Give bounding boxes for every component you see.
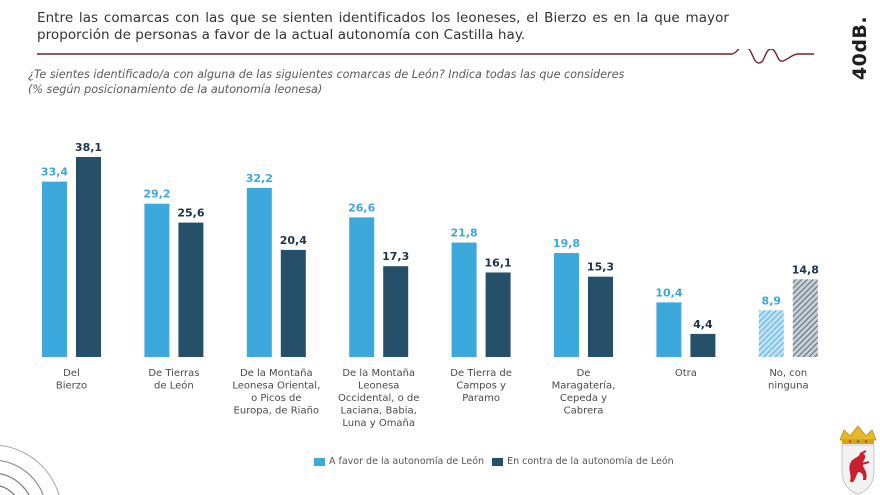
category-label: De Tierra de Campos y Paramo xyxy=(450,368,512,404)
data-label-contra: 20,4 xyxy=(280,234,307,247)
bar-contra xyxy=(383,266,409,357)
data-label-favor: 8,9 xyxy=(762,294,782,307)
question-subline: (% según posicionamiento de la autonomía… xyxy=(28,83,323,96)
data-label-contra: 4,4 xyxy=(693,318,713,331)
chart-legend: A favor de la autonomía de León En contr… xyxy=(314,456,676,467)
category-label: No, con ninguna xyxy=(768,368,809,392)
data-label-favor: 33,4 xyxy=(41,166,68,179)
bar-favor xyxy=(42,181,67,357)
data-label-favor: 21,8 xyxy=(451,227,478,240)
bar-contra xyxy=(485,272,511,357)
bar-group: 21,8 16,1 De Tierra de Campos y Paramo xyxy=(450,227,512,404)
legend-item-favor: A favor de la autonomía de León xyxy=(314,456,484,467)
category-label: De Tierras de León xyxy=(148,368,199,392)
category-label: De Maragatería, Cepeda y Cabrera xyxy=(552,368,616,417)
data-label-favor: 29,2 xyxy=(143,188,170,201)
category-label: De la Montaña Leonesa Oriental, o Picos de… xyxy=(232,368,320,417)
bar-favor xyxy=(554,253,579,357)
bar-favor xyxy=(349,217,375,357)
concentric-arcs-icon xyxy=(0,444,60,495)
data-label-contra: 15,3 xyxy=(587,261,614,274)
data-label-favor: 10,4 xyxy=(655,286,682,299)
bar-contra xyxy=(76,156,101,357)
bar-contra xyxy=(280,249,306,357)
bar-group: 19,8 15,3 De Maragatería, Cepeda y Cabrera xyxy=(552,237,616,416)
legend-label-favor: A favor de la autonomía de León xyxy=(329,456,485,467)
chart-question: ¿Te sientes identificado/a con alguna de… xyxy=(28,67,624,97)
bar-group: 29,2 25,6 De Tierras de León xyxy=(143,188,204,392)
bar-group: 8,9 14,8 No, con ninguna xyxy=(758,263,819,392)
leon-coat-of-arms-icon xyxy=(839,425,877,495)
bar-group: 33,4 38,1 Del Bierzo xyxy=(41,141,102,392)
bar-contra xyxy=(588,276,613,357)
bar-group: 10,4 4,4 Otra xyxy=(655,286,716,379)
data-label-favor: 19,8 xyxy=(553,237,580,250)
bar-contra xyxy=(178,222,204,357)
legend-swatch-favor xyxy=(314,457,325,466)
data-label-contra: 14,8 xyxy=(792,263,819,276)
data-label-contra: 25,6 xyxy=(177,207,204,220)
wave-line-icon xyxy=(37,49,814,64)
bar-favor xyxy=(246,187,272,357)
category-label: De la Montaña Leonesa Occidental, o de Laci… xyxy=(338,368,419,429)
headline: Entre las comarcas con las que se siente… xyxy=(37,10,729,43)
category-label: Otra xyxy=(675,368,697,379)
data-label-contra: 38,1 xyxy=(75,141,102,154)
bar-group: 26,6 17,3 De la Montaña Leonesa Occidental, … xyxy=(338,201,419,429)
bar-contra xyxy=(690,333,716,357)
bars-layer: 33,4 38,1 Del Bierzo 29,2 25,6 De Tierras de Le… xyxy=(41,141,819,429)
bar-group: 32,2 20,4 De la Montaña Leonesa Oriental, o … xyxy=(232,172,320,417)
header-divider xyxy=(37,49,814,64)
legend-item-contra: En contra de la autonomía de León xyxy=(492,456,674,467)
bar-favor xyxy=(451,242,477,357)
bar-chart: 33,4 38,1 Del Bierzo 29,2 25,6 De Tierras de Le… xyxy=(41,141,819,429)
bar-favor xyxy=(656,302,682,357)
data-label-favor: 32,2 xyxy=(246,172,273,185)
bar-favor xyxy=(758,310,784,357)
legend-swatch-contra xyxy=(492,457,504,466)
question-line: ¿Te sientes identificado/a con alguna de… xyxy=(28,68,625,81)
data-label-contra: 17,3 xyxy=(382,250,409,263)
data-label-contra: 16,1 xyxy=(485,256,512,269)
legend-label-contra: En contra de la autonomía de León xyxy=(507,456,674,467)
bar-favor xyxy=(144,203,170,357)
bar-contra xyxy=(792,279,818,357)
data-label-favor: 26,6 xyxy=(348,201,375,214)
category-label: Del Bierzo xyxy=(56,368,87,392)
